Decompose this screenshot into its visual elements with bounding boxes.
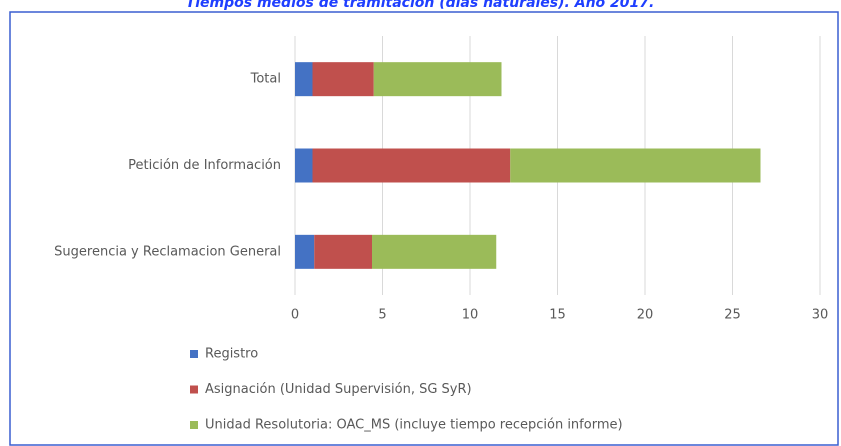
x-tick-label: 0	[291, 308, 299, 323]
y-tick-label: Petición de Información	[128, 158, 281, 173]
legend-swatch	[190, 350, 198, 358]
y-tick-label: Sugerencia y Reclamacion General	[54, 244, 281, 259]
bar-segment	[372, 234, 497, 269]
legend-label: Unidad Resolutoria: OAC_MS (incluye tiem…	[205, 418, 623, 433]
legend-swatch	[190, 421, 198, 429]
bar-segment	[373, 62, 502, 97]
bar-segment	[510, 148, 761, 183]
x-tick-label: 25	[724, 308, 741, 323]
legend-swatch	[190, 385, 198, 394]
x-tick-label: 30	[812, 308, 829, 323]
x-tick-label: 5	[378, 308, 386, 323]
x-tick-label: 15	[549, 308, 566, 323]
legend-label: Asignación (Unidad Supervisión, SG SyR)	[205, 382, 472, 397]
bar-segment	[295, 62, 313, 97]
bar-segment	[312, 62, 374, 97]
y-tick-label: Total	[250, 72, 281, 87]
bar-segment	[314, 234, 372, 269]
x-tick-label: 10	[462, 308, 479, 323]
bar-segment	[295, 148, 313, 183]
legend-label: Registro	[205, 347, 258, 362]
chart-title: Tiempos medios de tramitación (días natu…	[186, 0, 655, 11]
x-tick-label: 20	[637, 308, 654, 323]
bar-segment	[295, 234, 315, 269]
bar-segment	[312, 148, 511, 183]
